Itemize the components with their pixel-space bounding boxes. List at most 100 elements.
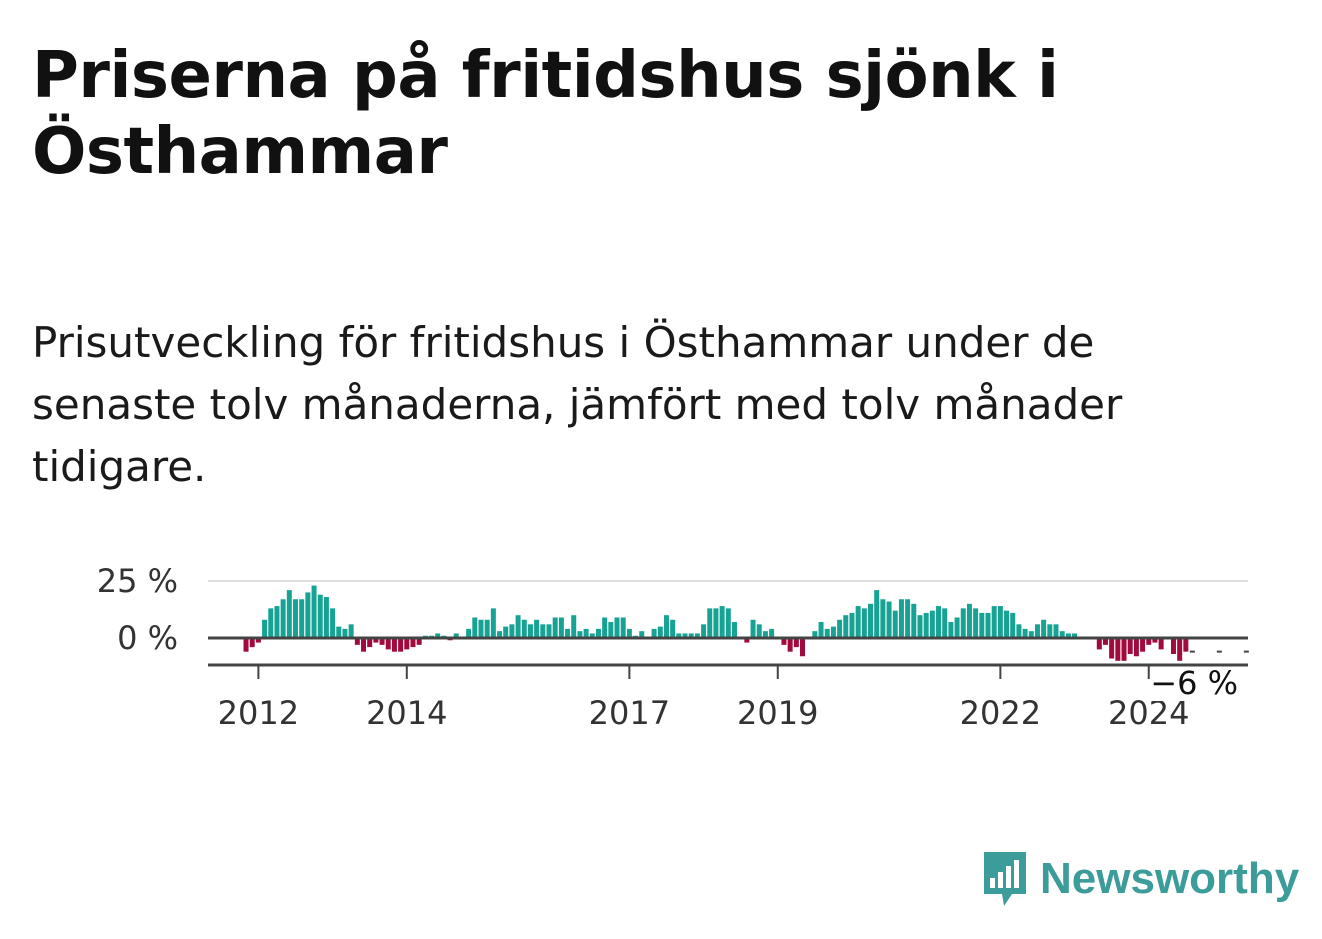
bar bbox=[1059, 631, 1065, 638]
bar bbox=[713, 608, 719, 638]
bar bbox=[484, 619, 490, 638]
bar bbox=[923, 612, 929, 638]
bar bbox=[1016, 624, 1022, 638]
bar bbox=[892, 610, 898, 638]
bar bbox=[1010, 612, 1016, 638]
bar bbox=[478, 619, 484, 638]
bar bbox=[348, 624, 354, 638]
bar bbox=[954, 617, 960, 638]
bar bbox=[911, 603, 917, 638]
bar bbox=[435, 633, 441, 638]
bar bbox=[979, 612, 985, 638]
bar bbox=[793, 638, 799, 648]
bar bbox=[416, 638, 422, 645]
bar bbox=[731, 622, 737, 638]
bar bbox=[398, 638, 404, 652]
bar bbox=[472, 617, 478, 638]
bar bbox=[602, 617, 608, 638]
bar bbox=[583, 628, 589, 638]
x-tick-label: 2017 bbox=[589, 694, 670, 732]
bar bbox=[342, 628, 348, 638]
bar bbox=[299, 599, 305, 638]
bar bbox=[503, 626, 509, 638]
bar bbox=[1109, 638, 1115, 659]
bar bbox=[361, 638, 367, 652]
bar bbox=[1121, 638, 1127, 661]
bar bbox=[936, 606, 942, 638]
bar bbox=[534, 619, 540, 638]
bar bbox=[1072, 633, 1078, 638]
bar bbox=[719, 606, 725, 638]
bar bbox=[404, 638, 410, 650]
bar bbox=[391, 638, 397, 652]
bar bbox=[1034, 624, 1040, 638]
bar bbox=[991, 606, 997, 638]
bar bbox=[688, 633, 694, 638]
bar bbox=[985, 612, 991, 638]
bar bbox=[1102, 638, 1108, 645]
bar bbox=[837, 619, 843, 638]
bar bbox=[546, 624, 552, 638]
bar bbox=[762, 631, 768, 638]
bar bbox=[255, 638, 261, 643]
y-tick-label: 25 % bbox=[97, 562, 178, 600]
bar bbox=[323, 596, 329, 638]
bar bbox=[1183, 638, 1189, 652]
bar bbox=[268, 608, 274, 638]
bar bbox=[639, 631, 645, 638]
bar bbox=[620, 617, 626, 638]
bar bbox=[812, 631, 818, 638]
bar bbox=[367, 638, 373, 648]
bar bbox=[274, 606, 280, 638]
bar bbox=[855, 606, 861, 638]
bar bbox=[490, 608, 496, 638]
bar bbox=[898, 599, 904, 638]
bar bbox=[800, 638, 805, 657]
bar-chart: 0 %25 %2012 2014 2017 2019 2022 2024−6 % bbox=[97, 562, 1250, 732]
bar bbox=[1028, 631, 1034, 638]
newsworthy-logo: Newsworthy bbox=[980, 848, 1299, 910]
bar bbox=[595, 628, 601, 638]
x-tick-label: 2014 bbox=[366, 694, 447, 732]
bar bbox=[354, 638, 360, 645]
bar bbox=[410, 638, 416, 648]
bar bbox=[657, 626, 663, 638]
bar bbox=[960, 608, 966, 638]
bar bbox=[330, 608, 336, 638]
x-tick-label: 2022 bbox=[960, 694, 1041, 732]
bar bbox=[1053, 624, 1059, 638]
bar bbox=[280, 599, 286, 638]
bar bbox=[453, 633, 459, 638]
bar bbox=[1065, 633, 1071, 638]
bar bbox=[317, 594, 323, 638]
bar bbox=[1133, 638, 1139, 657]
bar bbox=[626, 628, 632, 638]
bar bbox=[249, 638, 255, 648]
newsworthy-logo-text: Newsworthy bbox=[1040, 854, 1300, 903]
chart-title: Priserna på fritidshus sjönk i Östhammar bbox=[32, 39, 1059, 189]
annotation-background bbox=[1150, 667, 1246, 701]
bar bbox=[293, 599, 298, 638]
bar bbox=[694, 633, 700, 638]
bar bbox=[1170, 638, 1176, 654]
bar bbox=[608, 622, 614, 638]
bar bbox=[787, 638, 793, 652]
bar bbox=[670, 619, 676, 638]
bar bbox=[701, 624, 707, 638]
bar bbox=[552, 617, 558, 638]
bar bbox=[373, 638, 379, 643]
bar bbox=[1146, 638, 1152, 645]
bar bbox=[509, 624, 515, 638]
newsworthy-logo-icon bbox=[984, 852, 1026, 906]
bar bbox=[830, 626, 836, 638]
bar bbox=[527, 624, 533, 638]
bar bbox=[824, 628, 830, 638]
bar bbox=[1041, 619, 1047, 638]
bar bbox=[305, 592, 311, 638]
bar bbox=[262, 619, 268, 638]
bar bbox=[725, 608, 731, 638]
bar bbox=[311, 585, 317, 638]
bar bbox=[589, 633, 595, 638]
bar bbox=[1096, 638, 1102, 650]
bar bbox=[886, 601, 892, 638]
